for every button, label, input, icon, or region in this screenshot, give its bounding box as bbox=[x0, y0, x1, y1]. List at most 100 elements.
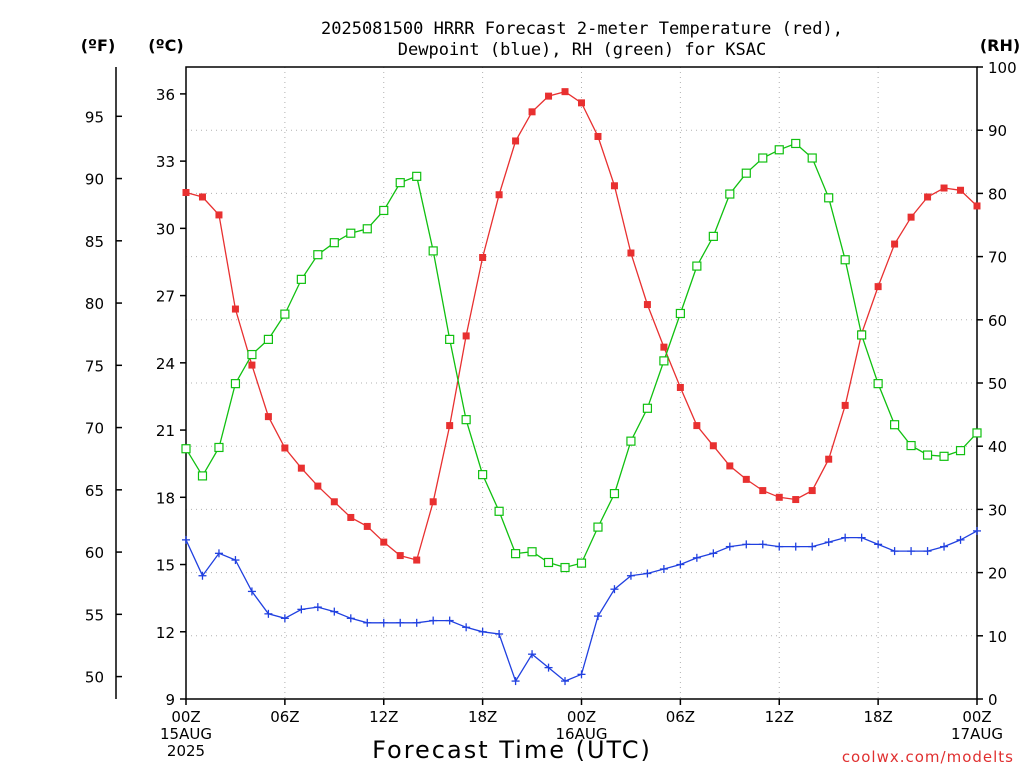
celsius-tick-label: 12 bbox=[156, 624, 175, 642]
rh-point bbox=[824, 193, 834, 203]
fahrenheit-tick-label: 95 bbox=[85, 108, 104, 126]
temperature-point bbox=[841, 401, 849, 409]
rh-point bbox=[560, 562, 570, 573]
dewpoint-point bbox=[923, 547, 932, 556]
x-tick-label: 00Z bbox=[962, 708, 991, 726]
temperature-point bbox=[380, 538, 388, 546]
temperature-point bbox=[643, 301, 651, 309]
dewpoint-point bbox=[841, 533, 850, 542]
rh-point bbox=[675, 308, 685, 319]
dewpoint-point bbox=[247, 587, 256, 596]
dewpoint-point bbox=[742, 540, 751, 549]
temperature-point bbox=[808, 487, 816, 495]
dewpoint-point bbox=[956, 535, 965, 544]
rh-point bbox=[197, 471, 208, 481]
temperature-point bbox=[297, 464, 305, 472]
temperature-point bbox=[775, 493, 783, 501]
dewpoint-point bbox=[610, 585, 619, 594]
rh-point bbox=[642, 403, 653, 413]
celsius-tick-label: 27 bbox=[156, 288, 175, 306]
rh-point bbox=[741, 168, 751, 178]
x-tick-label: 00Z bbox=[567, 708, 596, 726]
temperature-point bbox=[693, 422, 701, 430]
temperature-point bbox=[940, 184, 948, 192]
credit-text: coolwx.com/modelts bbox=[842, 748, 1014, 766]
rh-point bbox=[840, 255, 850, 265]
dewpoint-point bbox=[890, 547, 899, 556]
dewpoint-point bbox=[758, 540, 767, 549]
x-tick-label: 18Z bbox=[863, 708, 892, 726]
x-tick-label: 12Z bbox=[369, 708, 398, 726]
x-tick-label: 16AUG bbox=[556, 725, 608, 743]
temperature-point bbox=[545, 92, 553, 100]
temperature-point bbox=[726, 462, 734, 470]
fahrenheit-tick-label: 60 bbox=[85, 544, 104, 562]
rh-point bbox=[890, 420, 900, 430]
rh-tick-label: 10 bbox=[988, 628, 1007, 646]
rh-point bbox=[412, 171, 422, 181]
series-line-temperature bbox=[185, 90, 978, 561]
rh-point bbox=[527, 547, 537, 557]
celsius-tick-label: 18 bbox=[156, 489, 175, 507]
rh-point bbox=[774, 145, 784, 155]
temperature-point bbox=[231, 305, 239, 313]
celsius-unit-label: (ºC) bbox=[148, 36, 183, 55]
rh-point bbox=[296, 274, 306, 284]
temperature-point bbox=[561, 88, 569, 96]
celsius-tick-label: 24 bbox=[156, 355, 175, 373]
rh-tick-label: 20 bbox=[988, 565, 1007, 583]
dewpoint-point bbox=[676, 560, 685, 569]
fahrenheit-tick-label: 65 bbox=[85, 482, 104, 500]
dewpoint-point bbox=[379, 618, 388, 627]
temperature-point bbox=[973, 202, 981, 210]
rh-tick-label: 70 bbox=[988, 249, 1007, 267]
rh-point bbox=[708, 231, 718, 241]
rh-point bbox=[955, 446, 966, 456]
temperature-point bbox=[446, 422, 454, 430]
fahrenheit-ticks: 50 55 60 65 70 75 80 85 90 95 bbox=[85, 108, 122, 687]
rh-tick-label: 90 bbox=[988, 122, 1007, 140]
dewpoint-point bbox=[577, 670, 586, 679]
fahrenheit-tick-label: 70 bbox=[85, 420, 104, 438]
rh-point bbox=[593, 522, 603, 532]
series-line-dewpoint bbox=[185, 530, 978, 683]
dewpoint-point bbox=[659, 565, 668, 574]
rh-point bbox=[280, 309, 290, 319]
dewpoint-point bbox=[626, 571, 635, 580]
temperature-point bbox=[676, 383, 684, 391]
rh-unit-label: (RH) bbox=[980, 36, 1020, 55]
temperature-point bbox=[578, 99, 585, 107]
celsius-tick-label: 21 bbox=[156, 422, 175, 440]
x-axis-title: Forecast Time (UTC) bbox=[372, 736, 652, 764]
dewpoint-point bbox=[593, 612, 602, 621]
rh-point bbox=[445, 334, 455, 344]
fahrenheit-tick-label: 85 bbox=[85, 233, 104, 251]
dewpoint-point bbox=[907, 547, 916, 556]
temperature-point bbox=[198, 193, 206, 201]
celsius-tick-label: 9 bbox=[165, 691, 175, 709]
rh-tick-label: 0 bbox=[988, 691, 998, 709]
dewpoint-point bbox=[495, 630, 504, 639]
dewpoint-point bbox=[725, 542, 734, 551]
rh-point bbox=[461, 415, 471, 425]
temperature-point bbox=[347, 513, 355, 521]
rh-point bbox=[857, 330, 867, 340]
temperature-point bbox=[759, 487, 767, 495]
temperature-point bbox=[413, 556, 421, 564]
temperature-point bbox=[479, 253, 487, 261]
fahrenheit-tick-label: 90 bbox=[85, 171, 104, 189]
x-tick-label: 12Z bbox=[765, 708, 794, 726]
dewpoint-point bbox=[297, 605, 306, 614]
temperature-point bbox=[512, 137, 520, 145]
grid-lines bbox=[186, 67, 977, 699]
dewpoint-point bbox=[544, 663, 553, 672]
temperature-point bbox=[594, 132, 602, 140]
rh-point bbox=[346, 228, 356, 238]
fahrenheit-tick-label: 50 bbox=[85, 669, 104, 687]
dewpoint-point bbox=[462, 623, 471, 632]
rh-point bbox=[576, 558, 587, 568]
dewpoint-point bbox=[511, 677, 520, 686]
x-tick-label: 06Z bbox=[270, 708, 299, 726]
dewpoint-point bbox=[824, 538, 833, 547]
dewpoint-point bbox=[330, 607, 339, 616]
